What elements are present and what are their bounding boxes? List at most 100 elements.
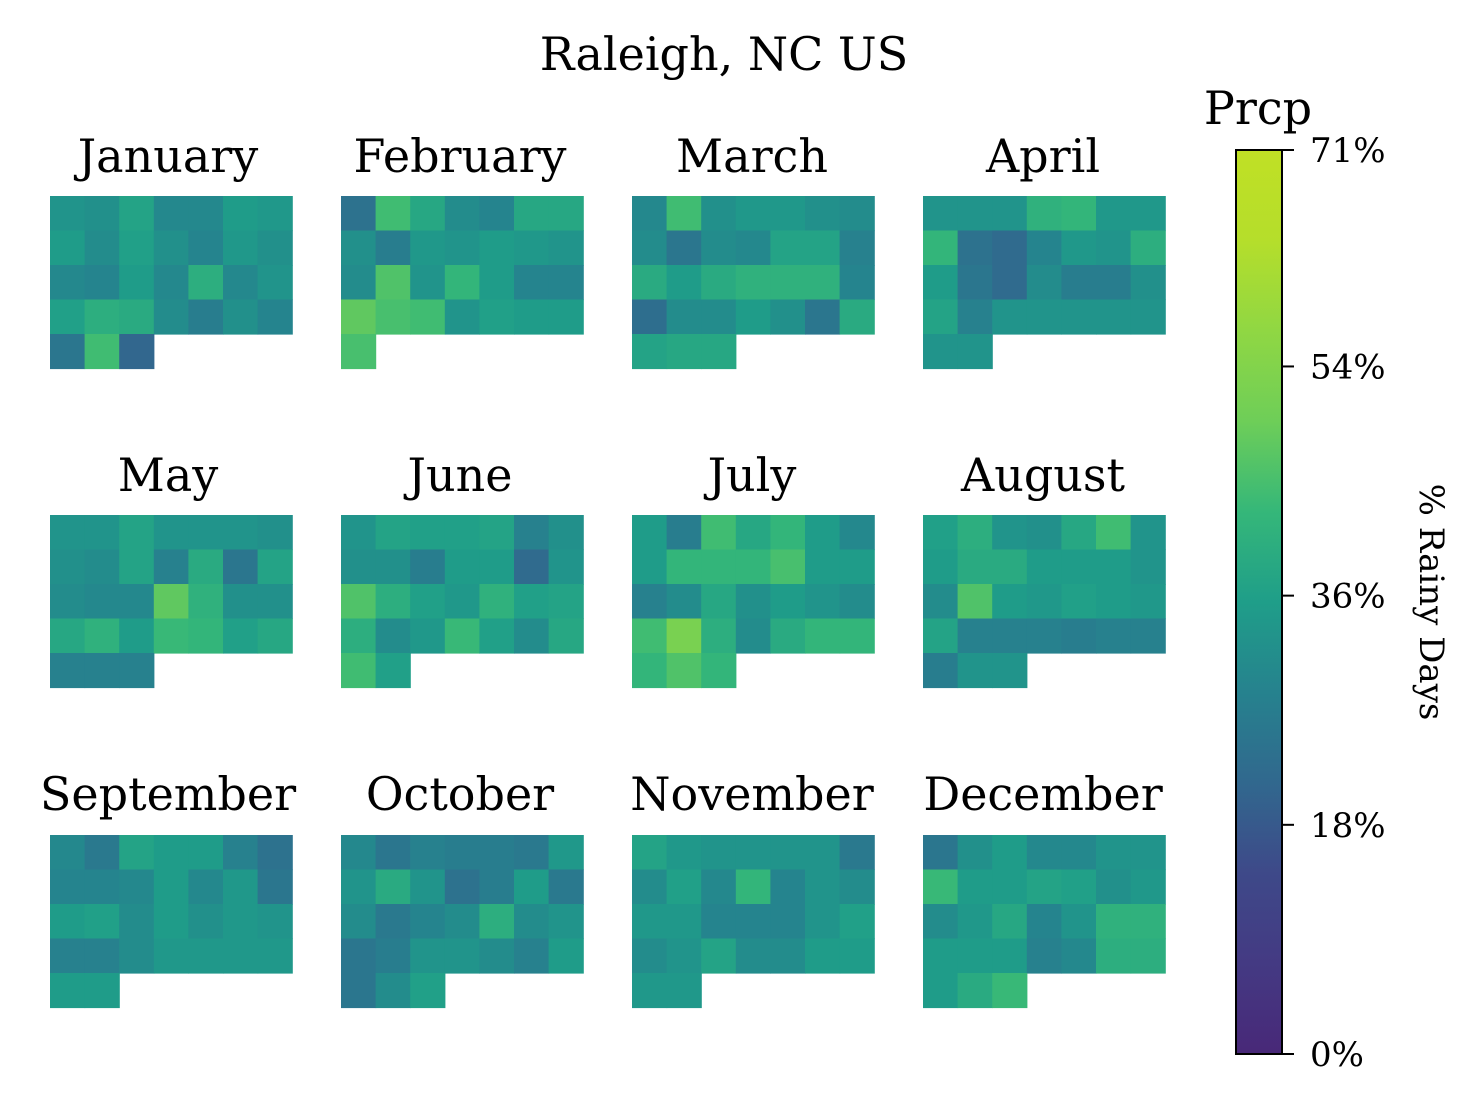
heatmap-cell [375,265,411,301]
heatmap-cell [770,618,806,654]
heatmap-cell [119,904,155,940]
heatmap-cell [479,299,515,335]
heatmap-cell [992,515,1028,551]
heatmap-cell [375,869,411,905]
heatmap-cell [1026,869,1062,905]
heatmap-cell [666,334,702,370]
heatmap-cell [666,584,702,620]
heatmap-cell [548,230,584,266]
heatmap-cell [84,549,120,585]
heatmap-cell [188,230,224,266]
heatmap-cell [632,299,668,335]
month-panel-august: August [923,448,1166,689]
heatmap-cell [1061,230,1097,266]
heatmap-cell [839,835,875,871]
month-panel-june: June [341,448,584,689]
heatmap-cell [957,938,993,974]
heatmap-cell [479,584,515,620]
heatmap-cell [992,869,1028,905]
heatmap-cell [1130,230,1166,266]
heatmap-cell [992,904,1028,940]
heatmap-cell [223,584,259,620]
heatmap-cell [548,299,584,335]
heatmap-cell [119,653,155,689]
heatmap-cell [514,904,550,940]
heatmap-cell [839,869,875,905]
heatmap-cell [153,515,189,551]
heatmap-cell [992,230,1028,266]
heatmap-cell [410,835,446,871]
heatmap-cell [1061,938,1097,974]
heatmap-cell [153,618,189,654]
heatmap-cell [257,869,293,905]
heatmap-cell [50,653,86,689]
heatmap-cell [514,869,550,905]
month-title: November [630,767,873,821]
heatmap-cell [957,515,993,551]
heatmap-cell [1061,515,1097,551]
heatmap-cell [548,938,584,974]
heatmap-cell [257,299,293,335]
heatmap-cell [50,835,86,871]
heatmap-cell [341,515,377,551]
heatmap-cell [119,835,155,871]
month-title: September [40,767,296,821]
heatmap-cell [479,869,515,905]
heatmap-cell [1096,549,1132,585]
heatmap-cell [1130,618,1166,654]
heatmap-cell [341,835,377,871]
month-panel-september: September [40,767,296,1009]
heatmap-cell [50,904,86,940]
heatmap-cell [957,196,993,232]
heatmap-cell [257,938,293,974]
heatmap-cell [341,869,377,905]
heatmap-cell [1130,299,1166,335]
heatmap-cell [119,938,155,974]
heatmap-cell [992,584,1028,620]
month-title: April [985,129,1100,183]
heatmap-cell [770,835,806,871]
heatmap-cell [188,299,224,335]
heatmap-cell [410,230,446,266]
heatmap-cell [770,549,806,585]
heatmap-cell [632,196,668,232]
heatmap-cell [957,299,993,335]
heatmap-cell [514,230,550,266]
heatmap-cell [666,869,702,905]
heatmap-cell [666,618,702,654]
month-title: March [676,129,828,183]
heatmap-cell [514,938,550,974]
heatmap-cell [257,835,293,871]
heatmap-cell [188,196,224,232]
heatmap-cell [632,549,668,585]
heatmap-cell [479,835,515,871]
heatmap-cell [1061,549,1097,585]
heatmap-cell [839,549,875,585]
heatmap-cell [444,904,480,940]
heatmap-cell [444,938,480,974]
heatmap-cell [188,618,224,654]
heatmap-cell [839,515,875,551]
heatmap-cell [701,904,737,940]
heatmap-cell [1061,835,1097,871]
heatmap-cell [770,869,806,905]
heatmap-cell [666,196,702,232]
heatmap-cell [119,334,155,370]
heatmap-cell [153,584,189,620]
heatmap-cell [923,973,959,1009]
heatmap-cell [341,196,377,232]
heatmap-cell [257,549,293,585]
heatmap-cell [701,653,737,689]
heatmap-cell [632,869,668,905]
heatmap-cell [410,515,446,551]
colorbar-label: % Rainy Days [1411,484,1451,721]
heatmap-cell [188,835,224,871]
heatmap-cell [375,653,411,689]
heatmap-cell [410,299,446,335]
month-panel-march: March [632,129,875,370]
heatmap-cell [1026,618,1062,654]
month-title: January [74,129,259,183]
heatmap-cell [957,584,993,620]
heatmap-cell [341,334,377,370]
heatmap-cell [223,196,259,232]
